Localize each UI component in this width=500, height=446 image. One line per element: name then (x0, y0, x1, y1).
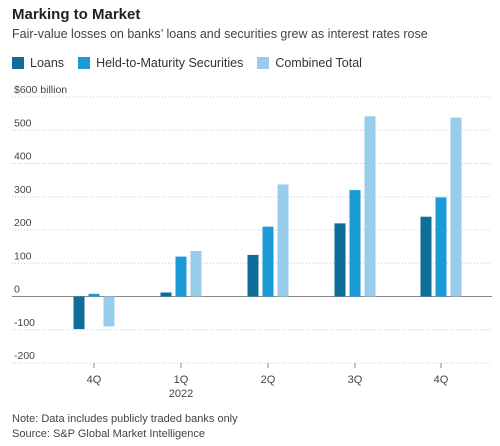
y-tick-label: 200 (14, 217, 32, 229)
y-tick-label: 0 (14, 284, 20, 296)
source-line: Source: S&P Global Market Intelligence (12, 428, 206, 440)
legend-item-combined-total: Combined Total (257, 56, 362, 70)
bar-combined-total (190, 250, 202, 297)
legend-swatch-htm-securities (78, 57, 91, 69)
bar-loans (334, 223, 346, 297)
footnote: Note: Data includes publicly traded bank… (12, 413, 238, 425)
x-tick-sublabel: 2022 (169, 388, 193, 400)
bar-loans (73, 296, 85, 330)
x-tick-label: 1Q (174, 374, 189, 386)
x-tick-label: 4Q (434, 374, 449, 386)
y-tick-label: 300 (14, 184, 32, 196)
bar-held-to-maturity-securities (88, 293, 100, 297)
bar-held-to-maturity-securities (175, 256, 187, 297)
legend-label-htm-securities: Held-to-Maturity Securities (96, 56, 244, 70)
bar-loans (420, 216, 432, 297)
chart-subtitle: Fair-value losses on banks’ loans and se… (12, 27, 428, 41)
x-tick-label: 3Q (348, 374, 363, 386)
bar-held-to-maturity-securities (435, 197, 447, 297)
y-tick-label: 400 (14, 151, 32, 163)
bar-combined-total (103, 296, 115, 327)
bar-loans (160, 292, 172, 297)
x-tick-label: 4Q (87, 374, 102, 386)
bar-combined-total (277, 184, 289, 297)
legend-item-htm-securities: Held-to-Maturity Securities (78, 56, 243, 70)
legend-label-combined-total: Combined Total (275, 56, 362, 70)
x-tick-label: 2Q (261, 374, 276, 386)
y-tick-label: -100 (14, 317, 35, 329)
legend-swatch-loans (12, 57, 24, 69)
bar-held-to-maturity-securities (262, 226, 274, 297)
legend-item-loans: Loans (12, 56, 64, 70)
legend-label-loans: Loans (30, 56, 65, 70)
bar-held-to-maturity-securities (349, 190, 361, 297)
bar-combined-total (450, 117, 462, 297)
bar-combined-total (364, 116, 376, 297)
chart-title: Marking to Market (12, 6, 141, 23)
y-tick-label: $600 billion (14, 84, 67, 96)
legend-swatch-combined-total (257, 57, 270, 69)
y-tick-label: 500 (14, 117, 32, 129)
y-tick-label: -200 (14, 350, 35, 362)
legend: Loans Held-to-Maturity Securities Combin… (12, 56, 376, 70)
bar-loans (247, 254, 259, 297)
y-tick-label: 100 (14, 250, 32, 262)
